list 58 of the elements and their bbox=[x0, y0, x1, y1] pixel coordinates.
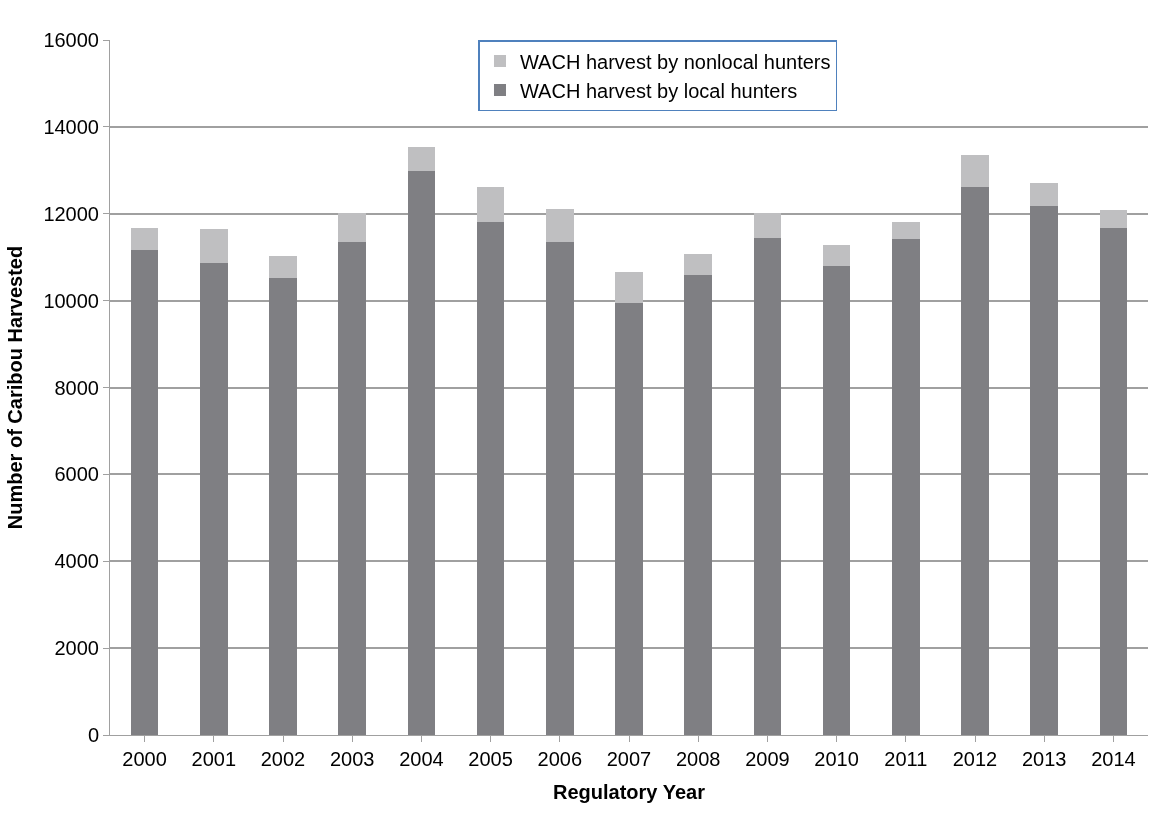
bar bbox=[891, 238, 920, 735]
bar bbox=[545, 242, 574, 735]
y-tick-label: 16000 bbox=[43, 29, 99, 51]
bar bbox=[407, 147, 436, 172]
bar bbox=[615, 303, 643, 735]
bar bbox=[1030, 183, 1059, 206]
x-tick-label: 2011 bbox=[884, 748, 928, 770]
bar bbox=[753, 237, 782, 735]
bar bbox=[684, 275, 713, 735]
legend-label: WACH harvest by nonlocal hunters bbox=[519, 50, 831, 73]
x-tick-label: 2013 bbox=[1021, 748, 1067, 770]
y-tick-label: 6000 bbox=[54, 463, 99, 486]
bar bbox=[961, 187, 989, 735]
bar bbox=[476, 221, 505, 735]
bar bbox=[338, 242, 367, 735]
bar bbox=[199, 263, 228, 735]
x-tick-label: 2006 bbox=[537, 748, 583, 770]
x-tick-label: 2000 bbox=[122, 748, 167, 770]
x-tick-label: 2001 bbox=[191, 748, 237, 770]
bar bbox=[338, 212, 367, 243]
bar bbox=[1099, 210, 1128, 228]
y-tick-label: 2000 bbox=[54, 637, 99, 660]
bar bbox=[545, 209, 574, 243]
bar bbox=[130, 250, 159, 735]
x-axis-title: Regulatory Year bbox=[553, 780, 706, 803]
x-tick-label: 2010 bbox=[814, 748, 859, 770]
bar bbox=[822, 245, 851, 266]
x-tick-label: 2014 bbox=[1091, 748, 1136, 770]
x-tick-label: 2007 bbox=[606, 748, 652, 770]
bar bbox=[961, 155, 989, 188]
legend-label: WACH harvest by local hunters bbox=[519, 79, 798, 102]
bar bbox=[684, 254, 713, 276]
x-tick-label: 2008 bbox=[675, 748, 721, 770]
bar bbox=[891, 222, 920, 239]
bar bbox=[822, 265, 851, 735]
y-tick-label: 14000 bbox=[43, 115, 99, 138]
bar bbox=[130, 227, 159, 251]
x-tick-label: 2004 bbox=[399, 748, 444, 770]
x-tick-label: 2012 bbox=[952, 748, 998, 770]
x-tick-label: 2005 bbox=[468, 748, 513, 770]
bar bbox=[269, 256, 297, 279]
y-tick-label: 4000 bbox=[54, 550, 99, 573]
y-tick-label: 10000 bbox=[43, 289, 99, 312]
bar bbox=[615, 272, 643, 304]
bar bbox=[199, 228, 228, 264]
x-tick-label: 2003 bbox=[329, 748, 375, 770]
y-tick-label: 12000 bbox=[43, 202, 99, 225]
y-tick-label: 0 bbox=[87, 724, 99, 746]
bar bbox=[476, 187, 505, 222]
y-tick-label: 8000 bbox=[54, 376, 99, 399]
bar bbox=[1030, 205, 1059, 735]
x-tick-label: 2002 bbox=[260, 748, 306, 770]
x-tick-label: 2009 bbox=[745, 748, 790, 770]
bar bbox=[269, 278, 297, 735]
bar bbox=[1099, 227, 1128, 735]
bar bbox=[407, 171, 436, 735]
y-axis-title: Number of Caribou Harvested bbox=[3, 245, 26, 530]
bar bbox=[753, 212, 782, 238]
